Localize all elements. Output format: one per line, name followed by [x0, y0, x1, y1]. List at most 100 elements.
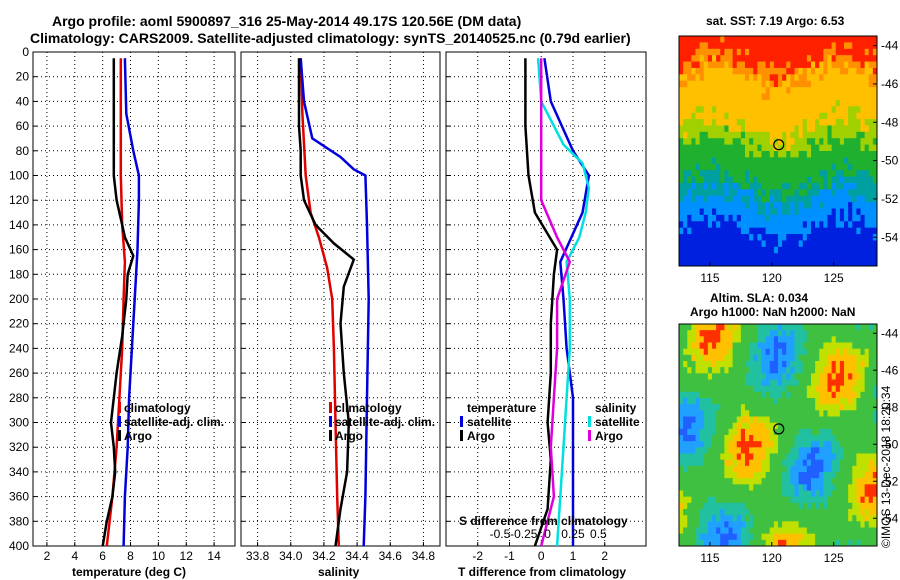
map-cell: [852, 170, 857, 178]
x-tick-label: 34.8: [412, 549, 436, 563]
map-cell: [844, 106, 849, 114]
map-cell: [786, 246, 791, 254]
map-cell: [864, 157, 870, 165]
map-cell: [782, 195, 787, 203]
map-cell: [786, 195, 791, 203]
map-cell: [827, 453, 833, 461]
map-cell: [749, 367, 754, 374]
map-cell: [844, 240, 849, 248]
map-cell: [703, 330, 709, 337]
map-cell: [728, 144, 734, 152]
map-cell: [823, 354, 829, 362]
map-cell: [740, 36, 746, 43]
map-cell: [699, 42, 705, 50]
map-cell: [695, 176, 701, 184]
map-cell: [736, 521, 742, 528]
map-cell: [699, 496, 705, 504]
map-cell: [831, 42, 837, 50]
map-cell: [736, 367, 742, 374]
map-cell: [794, 379, 800, 387]
map-cell: [790, 99, 796, 107]
map-cell: [794, 330, 800, 337]
map-cell: [765, 42, 771, 50]
map-cell: [695, 330, 701, 337]
map-cell: [769, 354, 775, 362]
map-cell: [819, 453, 824, 461]
map-cell: [695, 61, 701, 69]
map-cell: [864, 416, 870, 424]
map-cell: [827, 422, 833, 430]
map-cell: [753, 422, 758, 430]
map-cell: [806, 48, 812, 56]
map-cell: [864, 99, 870, 107]
map-cell: [868, 435, 874, 442]
map-cell: [868, 176, 874, 184]
map-cell: [728, 484, 734, 491]
map-cell: [765, 93, 771, 101]
map-cell: [872, 472, 878, 479]
map-cell: [765, 189, 771, 197]
map-cell: [707, 227, 713, 235]
map-cell: [753, 410, 758, 417]
map-cell: [745, 55, 750, 63]
map-cell: [724, 465, 730, 473]
map-cell: [815, 202, 820, 209]
map-cell: [699, 379, 705, 387]
map-cell: [728, 106, 734, 114]
map-cell: [815, 106, 820, 114]
map-cell: [769, 521, 775, 528]
map-cell: [872, 459, 878, 467]
map-cell: [827, 125, 833, 133]
map-cell: [802, 324, 808, 331]
x-tick-label: 2: [601, 549, 608, 563]
map-cell: [827, 234, 833, 241]
map-cell: [806, 441, 812, 448]
map-cell: [827, 87, 833, 94]
legend-swatch-satellite: [118, 416, 121, 427]
map-cell: [740, 509, 746, 516]
map-cell: [872, 61, 878, 69]
map-cell: [839, 324, 845, 331]
map-cell: [765, 182, 771, 190]
map-cell: [831, 151, 837, 158]
map-cell: [778, 422, 783, 430]
plot-frame: [240, 51, 441, 547]
map-cell: [687, 61, 692, 69]
map-cell: [728, 478, 734, 485]
map-cell: [848, 361, 853, 368]
map-cell: [757, 324, 763, 331]
map-cell: [856, 99, 862, 107]
map-cell: [773, 202, 779, 209]
map-cell: [831, 428, 837, 436]
map-cell: [798, 509, 804, 516]
map-cell: [769, 234, 775, 241]
map-cell: [790, 214, 796, 222]
map-cell: [720, 465, 725, 473]
map-cell: [839, 379, 845, 387]
y-tick-label: 120: [9, 193, 29, 207]
map-cell: [802, 106, 808, 114]
map-cell: [798, 441, 804, 448]
map-cell: [868, 509, 874, 516]
map-y-tick-label: -52: [881, 192, 899, 206]
map-cell: [827, 539, 833, 547]
map-cell: [782, 447, 787, 454]
map-cell: [778, 435, 783, 442]
map-cell: [740, 348, 746, 356]
map-cell: [790, 533, 796, 541]
map-cell: [827, 398, 833, 405]
map-cell: [699, 48, 705, 56]
map-cell: [848, 151, 853, 158]
map-cell: [831, 361, 837, 368]
map-cell: [794, 67, 800, 75]
map-cell: [736, 385, 742, 393]
map-cell: [835, 227, 841, 235]
map-cell: [691, 246, 697, 254]
map-cell: [806, 453, 812, 461]
map-cell: [823, 422, 829, 430]
map-cell: [749, 221, 754, 229]
map-cell: [856, 391, 862, 399]
map-cell: [691, 515, 697, 522]
map-cell: [687, 144, 692, 152]
map-cell: [736, 379, 742, 387]
